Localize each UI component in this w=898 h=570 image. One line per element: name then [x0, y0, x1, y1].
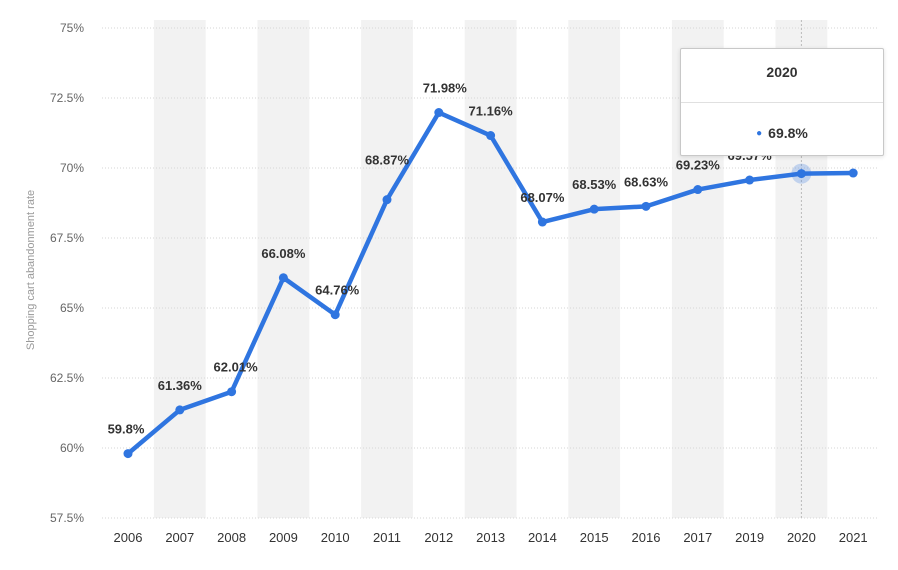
- tooltip-value-row: ● 69.8%: [681, 125, 883, 141]
- column-band: [568, 20, 621, 518]
- x-tick-label: 2021: [839, 530, 868, 545]
- data-point[interactable]: [848, 168, 858, 178]
- data-point[interactable]: [227, 387, 237, 397]
- data-label: 71.16%: [469, 104, 514, 119]
- data-points: [123, 108, 858, 459]
- y-tick-label: 65%: [60, 301, 84, 315]
- x-tick-label: 2017: [683, 530, 712, 545]
- x-tick-label: 2009: [269, 530, 298, 545]
- tooltip: 2020 ● 69.8%: [680, 48, 884, 156]
- data-label: 64.76%: [315, 283, 360, 298]
- x-tick-label: 2007: [165, 530, 194, 545]
- data-point[interactable]: [641, 201, 651, 211]
- series-dot-icon: ●: [756, 128, 763, 139]
- y-axis-ticks: 57.5% 60% 62.5% 65% 67.5% 70% 72.5% 75%: [50, 21, 84, 525]
- y-tick-label: 57.5%: [50, 511, 84, 525]
- tooltip-divider: [681, 102, 883, 103]
- data-point[interactable]: [693, 185, 703, 195]
- x-tick-label: 2019: [735, 530, 764, 545]
- column-bands: [153, 20, 828, 518]
- data-point[interactable]: [745, 175, 755, 185]
- data-label: 59.8%: [108, 422, 145, 437]
- data-point[interactable]: [123, 449, 133, 459]
- data-label: 68.87%: [365, 153, 410, 168]
- y-tick-label: 62.5%: [50, 371, 84, 385]
- y-tick-label: 75%: [60, 21, 84, 35]
- data-point[interactable]: [796, 169, 806, 179]
- data-label: 61.36%: [158, 378, 203, 393]
- column-band: [464, 20, 517, 518]
- x-tick-label: 2014: [528, 530, 557, 545]
- x-tick-label: 2020: [787, 530, 816, 545]
- y-tick-label: 72.5%: [50, 91, 84, 105]
- x-tick-label: 2006: [114, 530, 143, 545]
- y-tick-label: 70%: [60, 161, 84, 175]
- x-tick-label: 2011: [373, 530, 401, 545]
- data-point[interactable]: [175, 405, 185, 415]
- y-tick-label: 67.5%: [50, 231, 84, 245]
- data-point[interactable]: [382, 195, 392, 205]
- x-tick-label: 2013: [476, 530, 505, 545]
- data-label: 68.53%: [572, 177, 617, 192]
- data-label: 66.08%: [261, 246, 306, 261]
- column-band: [153, 20, 206, 518]
- data-point[interactable]: [278, 273, 288, 283]
- data-point[interactable]: [537, 217, 547, 227]
- data-label: 62.01%: [214, 360, 259, 375]
- tooltip-value: 69.8%: [768, 125, 808, 141]
- tooltip-title: 2020: [766, 64, 798, 80]
- x-tick-label: 2015: [580, 530, 609, 545]
- x-tick-label: 2016: [632, 530, 661, 545]
- data-label: 69.23%: [676, 158, 721, 173]
- data-point[interactable]: [330, 310, 340, 320]
- data-label: 68.07%: [520, 190, 565, 205]
- y-tick-label: 60%: [60, 441, 84, 455]
- data-label: 68.63%: [624, 174, 669, 189]
- data-point[interactable]: [486, 131, 496, 141]
- x-tick-label: 2010: [321, 530, 350, 545]
- column-band: [361, 20, 413, 518]
- y-axis-title: Shopping cart abandonment rate: [25, 190, 37, 350]
- column-band: [257, 20, 310, 518]
- data-point[interactable]: [434, 108, 444, 118]
- gridlines: [102, 27, 878, 519]
- data-label: 71.98%: [423, 81, 468, 96]
- x-tick-label: 2012: [424, 530, 453, 545]
- x-axis-ticks: 2006 2007 2008 2009 2010 2011 2012 2013 2014 2015…: [114, 530, 868, 545]
- x-tick-label: 2008: [217, 530, 246, 545]
- data-point[interactable]: [589, 204, 599, 214]
